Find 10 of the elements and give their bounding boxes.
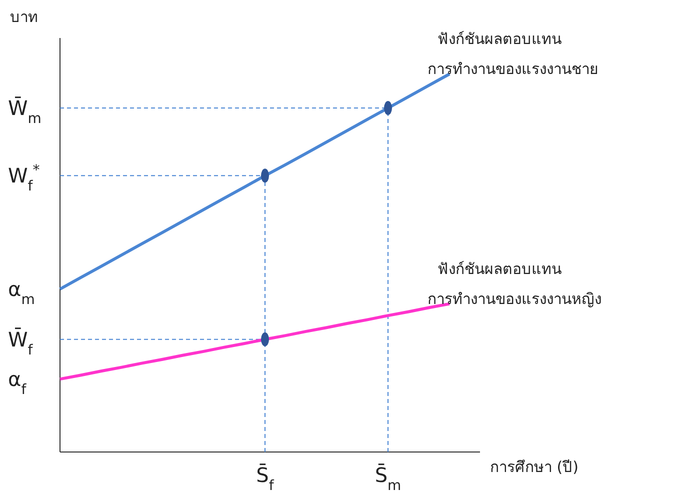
x-tick-label: S̄$_{m}$ [374, 463, 402, 493]
series-label: ฟังก์ชันผลตอบแทน การทำงานของแรงงานหญิง [428, 260, 602, 308]
series-label: ฟังก์ชันผลตอบแทน การทำงานของแรงงานชาย [428, 30, 598, 78]
x-axis-title: การศึกษา (ปี) [490, 458, 578, 476]
x-tick-label: S̄$_{f}$ [256, 463, 275, 493]
ref-line-label: W̄$_{m}$ [8, 96, 42, 128]
y-axis-title: บาท [10, 8, 38, 26]
ref-line-label: W̄$_{f}$ [8, 327, 34, 358]
text: α$_{f}$ [8, 367, 28, 398]
text: α$_{m}$ [8, 277, 35, 308]
